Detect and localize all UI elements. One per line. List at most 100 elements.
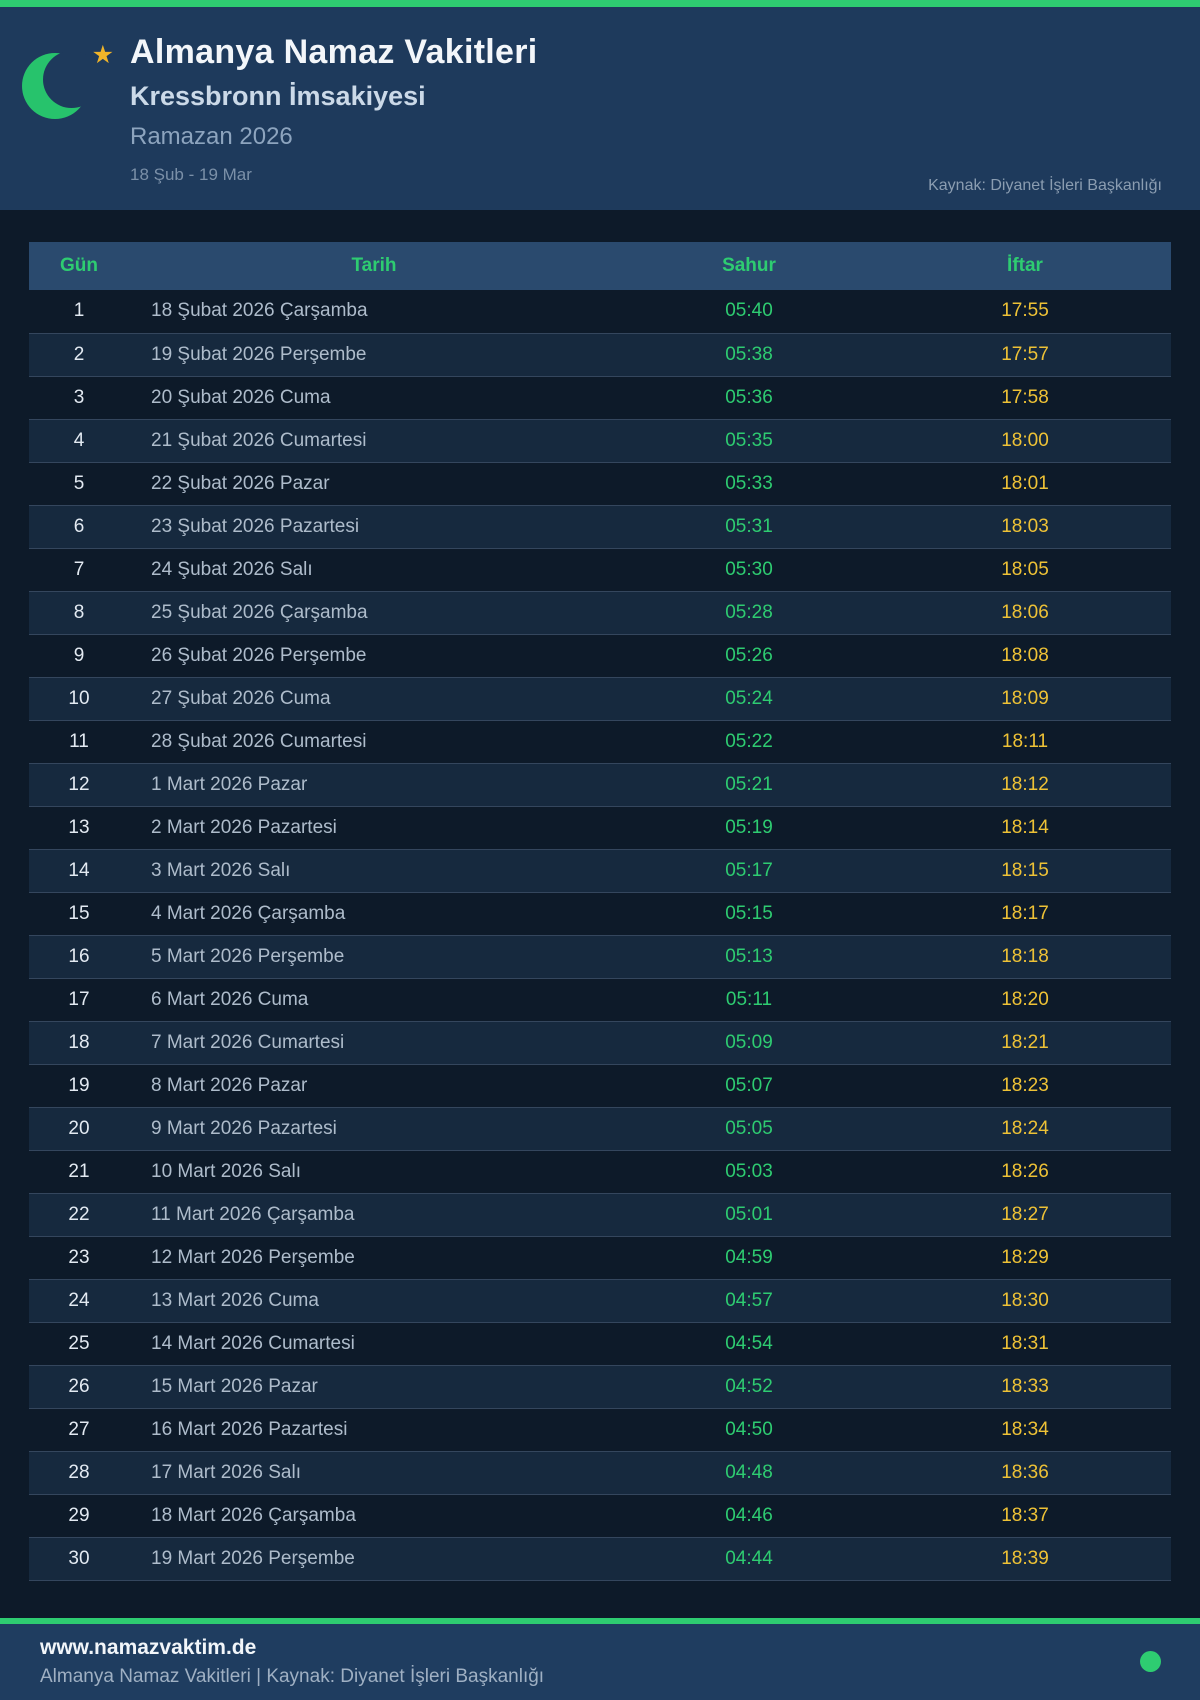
column-header-iftar: İftar xyxy=(879,242,1171,290)
sahur-cell: 05:15 xyxy=(725,902,773,924)
column-header-gun: Gün xyxy=(29,242,129,290)
day-cell: 10 xyxy=(68,687,90,709)
day-cell: 24 xyxy=(68,1289,90,1311)
iftar-cell: 18:05 xyxy=(1001,558,1049,580)
date-cell: 6 Mart 2026 Cuma xyxy=(151,988,309,1010)
table-row: 24 13 Mart 2026 Cuma 04:57 18:30 xyxy=(29,1279,1171,1322)
sahur-cell: 05:03 xyxy=(725,1160,773,1182)
day-cell: 11 xyxy=(69,730,89,752)
prayer-table-container: Gün Tarih Sahur İftar 1 18 Şubat 2026 Çar… xyxy=(29,242,1171,1581)
date-range-label: 18 Şub - 19 Mar xyxy=(130,165,252,184)
day-cell: 18 xyxy=(68,1031,90,1053)
iftar-cell: 18:34 xyxy=(1001,1418,1049,1440)
sahur-cell: 04:48 xyxy=(725,1461,773,1483)
sahur-cell: 04:46 xyxy=(725,1504,773,1526)
top-accent-bar xyxy=(0,0,1200,7)
day-cell: 16 xyxy=(68,945,90,967)
sahur-cell: 04:59 xyxy=(725,1246,773,1268)
date-cell: 26 Şubat 2026 Perşembe xyxy=(151,644,367,666)
sahur-cell: 05:35 xyxy=(725,429,773,451)
sahur-cell: 05:11 xyxy=(725,988,773,1010)
season-label: Ramazan 2026 xyxy=(130,123,293,150)
day-cell: 23 xyxy=(68,1246,90,1268)
sahur-cell: 05:07 xyxy=(725,1074,773,1096)
table-row: 22 11 Mart 2026 Çarşamba 05:01 18:27 xyxy=(29,1193,1171,1236)
iftar-cell: 18:27 xyxy=(1001,1203,1049,1225)
sahur-cell: 05:19 xyxy=(725,816,773,838)
iftar-cell: 18:18 xyxy=(1001,945,1049,967)
day-cell: 5 xyxy=(73,472,85,494)
day-cell: 13 xyxy=(68,816,90,838)
table-row: 6 23 Şubat 2026 Pazartesi 05:31 18:03 xyxy=(29,505,1171,548)
day-cell: 3 xyxy=(73,386,85,408)
table-row: 7 24 Şubat 2026 Salı 05:30 18:05 xyxy=(29,548,1171,591)
day-cell: 8 xyxy=(73,601,85,623)
page-title: Almanya Namaz Vakitleri xyxy=(130,33,538,71)
sahur-cell: 05:05 xyxy=(725,1117,773,1139)
iftar-cell: 18:12 xyxy=(1001,773,1049,795)
column-header-tarih: Tarih xyxy=(129,242,619,290)
table-header-row: Gün Tarih Sahur İftar xyxy=(29,242,1171,290)
sahur-cell: 05:21 xyxy=(725,773,773,795)
prayer-times-table: Gün Tarih Sahur İftar 1 18 Şubat 2026 Çar… xyxy=(29,242,1171,1581)
sahur-cell: 05:31 xyxy=(725,515,773,537)
iftar-cell: 18:11 xyxy=(1001,730,1049,752)
status-dot[interactable] xyxy=(1140,1651,1161,1672)
table-row: 12 1 Mart 2026 Pazar 05:21 18:12 xyxy=(29,763,1171,806)
header-text-block: Almanya Namaz Vakitleri Kressbronn İmsak… xyxy=(0,7,1200,185)
date-cell: 27 Şubat 2026 Cuma xyxy=(151,687,331,709)
iftar-cell: 18:21 xyxy=(1001,1031,1049,1053)
table-row: 23 12 Mart 2026 Perşembe 04:59 18:29 xyxy=(29,1236,1171,1279)
date-cell: 23 Şubat 2026 Pazartesi xyxy=(151,515,360,537)
date-cell: 16 Mart 2026 Pazartesi xyxy=(151,1418,348,1440)
table-row: 2 19 Şubat 2026 Perşembe 05:38 17:57 xyxy=(29,333,1171,376)
day-cell: 9 xyxy=(73,644,85,666)
day-cell: 22 xyxy=(68,1203,90,1225)
sahur-cell: 05:17 xyxy=(725,859,773,881)
table-row: 29 18 Mart 2026 Çarşamba 04:46 18:37 xyxy=(29,1494,1171,1537)
sahur-cell: 05:33 xyxy=(725,472,773,494)
iftar-cell: 18:33 xyxy=(1001,1375,1049,1397)
iftar-cell: 18:14 xyxy=(1001,816,1049,838)
day-cell: 6 xyxy=(73,515,85,537)
footer-accent-bar xyxy=(0,1618,1200,1624)
day-cell: 30 xyxy=(68,1547,90,1569)
iftar-cell: 18:00 xyxy=(1001,429,1049,451)
date-cell: 14 Mart 2026 Cumartesi xyxy=(151,1332,355,1354)
sahur-cell: 05:13 xyxy=(725,945,773,967)
day-cell: 4 xyxy=(73,429,85,451)
table-row: 28 17 Mart 2026 Salı 04:48 18:36 xyxy=(29,1451,1171,1494)
day-cell: 7 xyxy=(73,558,85,580)
day-cell: 27 xyxy=(68,1418,90,1440)
date-cell: 19 Şubat 2026 Perşembe xyxy=(151,343,367,365)
crescent-moon-icon xyxy=(22,51,100,119)
date-cell: 4 Mart 2026 Çarşamba xyxy=(151,902,346,924)
website-link[interactable]: www.namazvaktim.de xyxy=(40,1636,257,1659)
day-cell: 1 xyxy=(73,300,85,322)
iftar-cell: 18:03 xyxy=(1001,515,1049,537)
sahur-cell: 05:38 xyxy=(725,343,773,365)
table-row: 27 16 Mart 2026 Pazartesi 04:50 18:34 xyxy=(29,1408,1171,1451)
column-header-sahur: Sahur xyxy=(619,242,879,290)
date-cell: 5 Mart 2026 Perşembe xyxy=(151,945,345,967)
iftar-cell: 18:36 xyxy=(1001,1461,1049,1483)
date-cell: 21 Şubat 2026 Cumartesi xyxy=(151,429,367,451)
crescent-moon-and-star-logo: ★ xyxy=(22,43,116,127)
star-icon: ★ xyxy=(91,41,114,69)
date-cell: 3 Mart 2026 Salı xyxy=(151,859,291,881)
day-cell: 29 xyxy=(68,1504,90,1526)
day-cell: 28 xyxy=(68,1461,90,1483)
date-cell: 11 Mart 2026 Çarşamba xyxy=(151,1203,355,1225)
crescent-cutout xyxy=(43,51,100,108)
date-cell: 7 Mart 2026 Cumartesi xyxy=(151,1031,345,1053)
sahur-cell: 05:24 xyxy=(725,687,773,709)
sahur-cell: 04:44 xyxy=(725,1547,773,1569)
day-cell: 20 xyxy=(68,1117,90,1139)
day-cell: 19 xyxy=(68,1074,90,1096)
sahur-cell: 05:01 xyxy=(725,1203,773,1225)
date-cell: 1 Mart 2026 Pazar xyxy=(151,773,308,795)
day-cell: 26 xyxy=(68,1375,90,1397)
sahur-cell: 04:57 xyxy=(725,1289,773,1311)
date-cell: 25 Şubat 2026 Çarşamba xyxy=(151,601,368,623)
sahur-cell: 05:30 xyxy=(725,558,773,580)
